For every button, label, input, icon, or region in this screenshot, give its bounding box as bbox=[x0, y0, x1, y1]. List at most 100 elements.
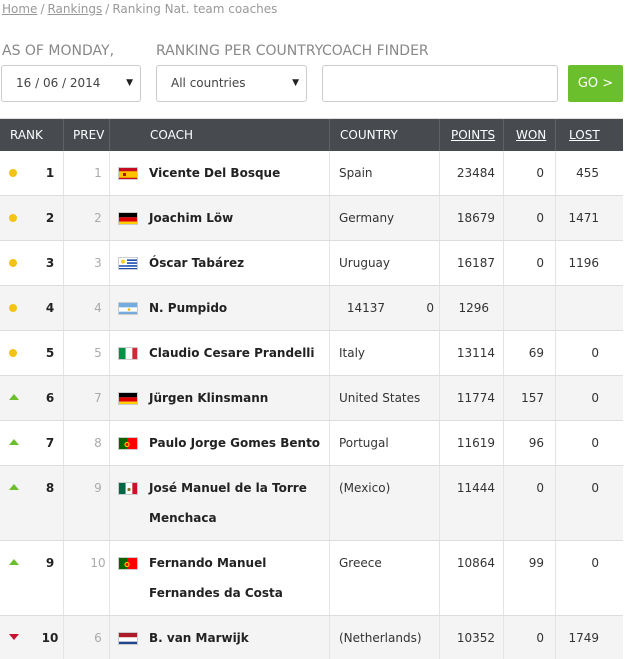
column-divider bbox=[109, 241, 110, 285]
column-divider bbox=[109, 331, 110, 375]
coach-name-link[interactable]: Claudio Cesare Prandelli bbox=[149, 346, 315, 360]
chevron-down-icon: ▼ bbox=[126, 78, 133, 88]
column-divider bbox=[329, 196, 330, 240]
lost-value: 0 bbox=[591, 391, 599, 405]
go-button[interactable]: GO > bbox=[568, 65, 623, 102]
table-row[interactable]: 8 9 José Manuel de la Torre Menchaca (Mexic… bbox=[0, 466, 623, 541]
column-divider bbox=[63, 616, 64, 659]
points-value: 11774 bbox=[456, 391, 495, 405]
column-divider bbox=[503, 151, 504, 195]
table-row[interactable]: 10 6 B. van Marwijk (Netherlands) 10352 0 1749 bbox=[0, 616, 623, 659]
trend-up-icon bbox=[9, 559, 19, 565]
table-row[interactable]: 2 2 Joachim Löw Germany 18679 0 1471 bbox=[0, 196, 623, 241]
column-divider bbox=[503, 466, 504, 540]
as-of-label: AS OF MONDAY, bbox=[2, 43, 115, 59]
lost-value: 0 bbox=[591, 481, 599, 495]
won-value: 99 bbox=[528, 556, 544, 570]
column-divider bbox=[439, 196, 440, 240]
column-divider bbox=[555, 196, 556, 240]
points-value: 10864 bbox=[456, 556, 495, 570]
column-divider bbox=[63, 331, 64, 375]
column-divider bbox=[503, 376, 504, 420]
column-divider bbox=[329, 151, 330, 195]
column-divider bbox=[439, 466, 440, 540]
won-value: 0 bbox=[536, 631, 544, 645]
breadcrumb-home-link[interactable]: Home bbox=[2, 2, 38, 16]
column-divider bbox=[329, 286, 330, 330]
column-divider bbox=[503, 241, 504, 285]
coach-name-link[interactable]: Paulo Jorge Gomes Bento bbox=[149, 436, 321, 450]
coach-finder-label: COACH FINDER bbox=[322, 43, 429, 59]
points-value: 11619 bbox=[456, 436, 495, 450]
table-row[interactable]: 4 4 N. Pumpido 14137 0 1296 bbox=[0, 286, 623, 331]
coach-name-link[interactable]: Jürgen Klinsmann bbox=[149, 391, 269, 405]
column-divider bbox=[329, 241, 330, 285]
coach-finder-input[interactable] bbox=[322, 65, 558, 102]
table-row[interactable]: 1 1 Vicente Del Bosque Spain 23484 0 455 bbox=[0, 151, 623, 196]
table-row[interactable]: 6 7 Jürgen Klinsmann United States 11774 157 0 bbox=[0, 376, 623, 421]
column-divider bbox=[503, 331, 504, 375]
portugal-flag-icon bbox=[118, 437, 138, 450]
rank-value: 8 bbox=[45, 481, 55, 495]
points-value: 14137 bbox=[346, 301, 385, 315]
column-divider bbox=[329, 541, 330, 615]
rank-value: 10 bbox=[41, 631, 59, 645]
prev-rank-value: 9 bbox=[94, 481, 102, 495]
coach-name-link[interactable]: Vicente Del Bosque bbox=[149, 166, 281, 180]
table-body: 1 1 Vicente Del Bosque Spain 23484 0 455 2 2 Joac… bbox=[0, 151, 623, 659]
spain-flag-icon bbox=[118, 167, 138, 180]
column-divider bbox=[555, 376, 556, 420]
breadcrumb-separator: / bbox=[40, 2, 45, 16]
column-divider bbox=[439, 119, 440, 151]
column-divider bbox=[63, 466, 64, 540]
rank-value: 4 bbox=[45, 301, 55, 315]
germany-flag-icon bbox=[118, 392, 138, 405]
column-divider bbox=[63, 119, 64, 151]
header-points-sort[interactable]: POINTS bbox=[451, 128, 496, 142]
column-divider bbox=[555, 331, 556, 375]
column-divider bbox=[109, 151, 110, 195]
country-value: Spain bbox=[339, 166, 373, 180]
column-divider bbox=[329, 331, 330, 375]
date-select[interactable]: 16 / 06 / 2014 ▼ bbox=[1, 65, 141, 102]
won-value: 0 bbox=[536, 166, 544, 180]
country-select[interactable]: All countries ▼ bbox=[156, 65, 307, 102]
coach-name-link[interactable]: Óscar Tabárez bbox=[149, 256, 245, 270]
breadcrumb-rankings-link[interactable]: Rankings bbox=[47, 2, 103, 16]
column-divider bbox=[109, 196, 110, 240]
header-lost-sort[interactable]: LOST bbox=[569, 128, 600, 142]
coach-name-link[interactable]: N. Pumpido bbox=[149, 301, 228, 315]
lost-value: 1471 bbox=[568, 211, 599, 225]
uruguay-flag-icon bbox=[118, 257, 138, 270]
prev-rank-value: 6 bbox=[94, 631, 102, 645]
column-divider bbox=[109, 286, 110, 330]
table-row[interactable]: 7 8 Paulo Jorge Gomes Bento Portugal 11619 96… bbox=[0, 421, 623, 466]
country-value: (Netherlands) bbox=[339, 631, 422, 645]
column-divider bbox=[439, 241, 440, 285]
argentina-flag-icon bbox=[118, 302, 138, 315]
breadcrumb-separator: / bbox=[105, 2, 110, 16]
trend-up-icon bbox=[9, 439, 19, 445]
table-row[interactable]: 5 5 Claudio Cesare Prandelli Italy 13114 69 0 bbox=[0, 331, 623, 376]
coach-name-link[interactable]: Joachim Löw bbox=[149, 211, 234, 225]
country-value: Greece bbox=[339, 556, 382, 570]
won-value: 0 bbox=[536, 481, 544, 495]
points-value: 23484 bbox=[456, 166, 495, 180]
rank-value: 3 bbox=[45, 256, 55, 270]
ranking-table: RANK PREV COACH COUNTRY POINTS WON LOST … bbox=[0, 118, 623, 659]
points-value: 18679 bbox=[456, 211, 495, 225]
coach-name-link[interactable]: B. van Marwijk bbox=[149, 631, 249, 645]
header-rank: RANK bbox=[10, 128, 43, 142]
table-row[interactable]: 3 3 Óscar Tabárez Uruguay 16187 0 1196 bbox=[0, 241, 623, 286]
won-value: 96 bbox=[528, 436, 544, 450]
coach-name-link[interactable]: José Manuel de la Torre Menchaca bbox=[149, 481, 307, 525]
column-divider bbox=[555, 119, 556, 151]
header-coach: COACH bbox=[150, 128, 194, 142]
lost-value: 1296 bbox=[458, 301, 489, 315]
prev-rank-value: 8 bbox=[94, 436, 102, 450]
won-value: 0 bbox=[426, 301, 434, 315]
trend-up-icon bbox=[9, 484, 19, 490]
header-won-sort[interactable]: WON bbox=[516, 128, 547, 142]
column-divider bbox=[329, 376, 330, 420]
